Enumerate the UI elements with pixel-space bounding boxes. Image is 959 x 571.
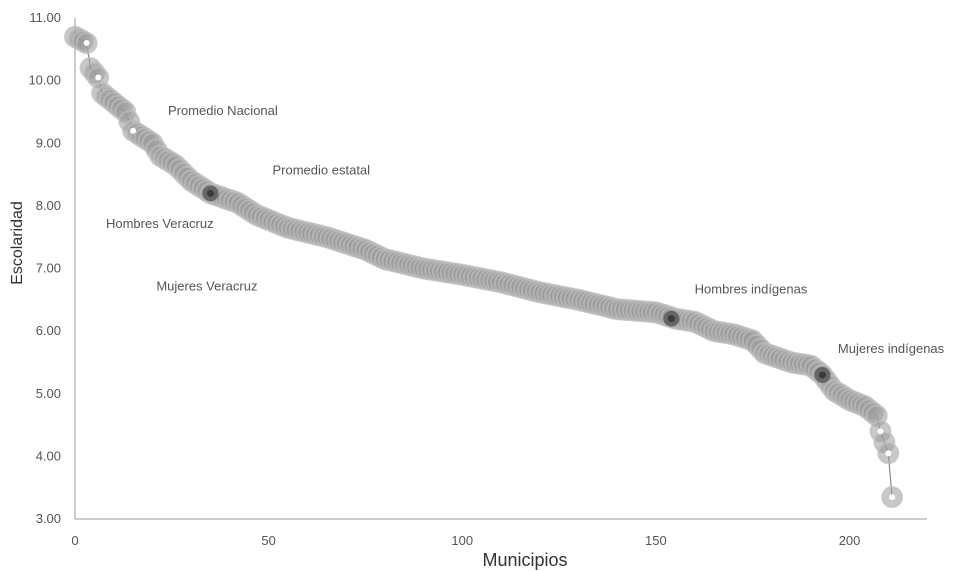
annotation-label: Promedio estatal <box>273 163 371 178</box>
x-tick-label: 0 <box>71 533 78 548</box>
data-point-center <box>83 40 90 47</box>
data-point-center <box>877 428 884 435</box>
y-tick-label: 6.00 <box>36 323 61 338</box>
y-tick-label: 9.00 <box>36 135 61 150</box>
axes <box>74 18 927 520</box>
x-axis-title: Municipios <box>482 550 567 570</box>
y-axis-title: Escolaridad <box>9 201 26 285</box>
data-point-center <box>95 74 102 81</box>
highlighted-points <box>202 185 831 383</box>
x-tick-label: 200 <box>839 533 861 548</box>
annotation-label: Hombres Veracruz <box>106 216 214 231</box>
y-tick-label: 4.00 <box>36 448 61 463</box>
y-tick-labels: 3.00 4.00 5.00 6.00 7.00 8.00 9.00 10.00 11.00 <box>28 10 61 526</box>
data-point-center <box>130 127 137 134</box>
highlighted-point-core <box>207 189 215 197</box>
data-point-center <box>889 494 896 501</box>
y-tick-label: 11.00 <box>29 10 61 25</box>
y-tick-label: 7.00 <box>36 261 61 276</box>
y-tick-label: 8.00 <box>36 198 61 213</box>
y-tick-label: 10.00 <box>28 73 61 88</box>
annotation-label: Mujeres Veracruz <box>156 278 257 293</box>
annotation-label: Mujeres indígenas <box>838 341 945 356</box>
annotation-label: Hombres indígenas <box>695 282 808 297</box>
x-tick-labels: 0 50 100 150 200 <box>71 533 860 548</box>
y-tick-label: 3.00 <box>36 511 61 526</box>
highlighted-point-core <box>818 371 826 379</box>
annotation-label: Promedio Nacional <box>168 103 278 118</box>
y-tick-label: 5.00 <box>36 386 61 401</box>
x-tick-label: 100 <box>451 533 473 548</box>
x-tick-label: 50 <box>261 533 275 548</box>
data-point-center <box>885 450 892 457</box>
annotations: Promedio Nacional Promedio estatal Hombres… <box>106 103 945 356</box>
x-tick-label: 150 <box>645 533 667 548</box>
data-points <box>64 25 904 509</box>
highlighted-point-core <box>667 315 675 323</box>
